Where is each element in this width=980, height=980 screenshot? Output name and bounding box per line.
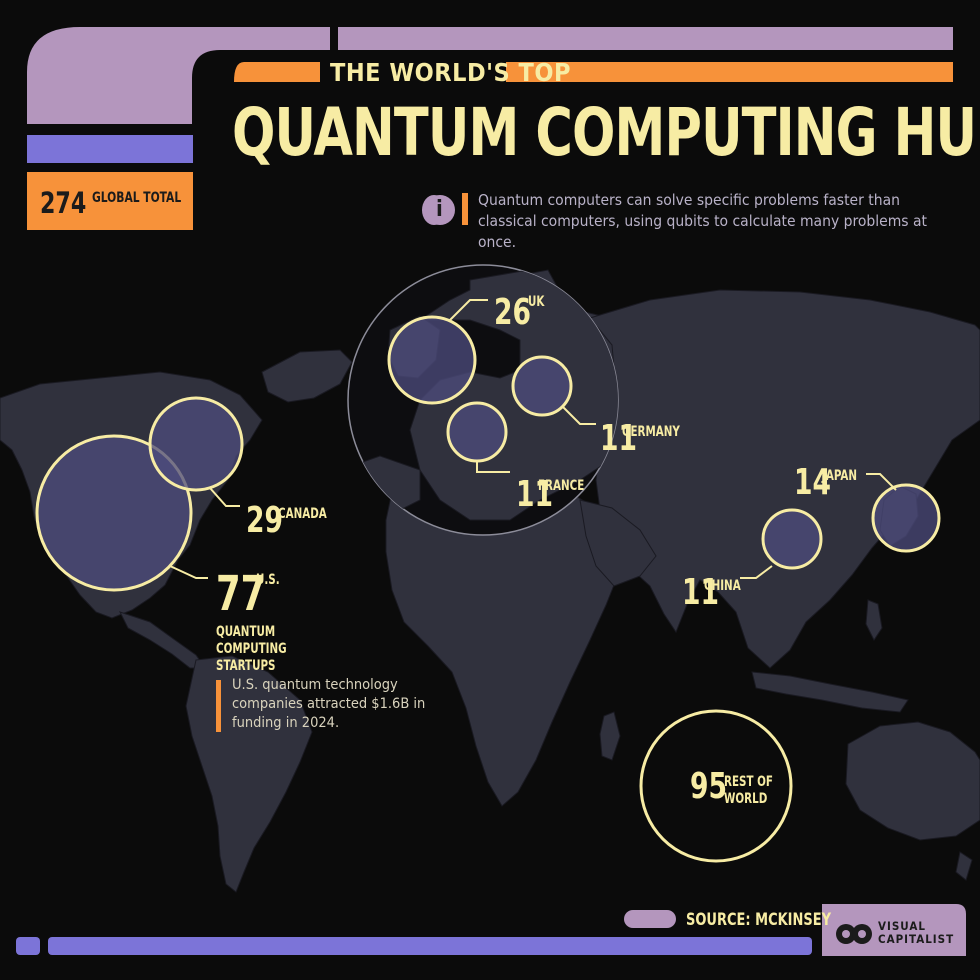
hub-china-value: 11 (682, 572, 719, 613)
hub-uk-label: UK (528, 294, 545, 310)
info-icon-bg (422, 195, 446, 225)
hub-france-value: 11 (516, 474, 553, 515)
hub-france-label: FRANCE (538, 478, 585, 494)
leader-germany (561, 405, 596, 425)
bubble-us (35, 434, 193, 592)
europe-zoom-circle (347, 264, 619, 536)
hub-uk-value: 26 (494, 292, 531, 333)
hub-us-label: U.S. (256, 572, 280, 588)
bubble-germany (511, 355, 573, 417)
hub-us: 77 (216, 566, 276, 622)
indonesia-land (751, 671, 909, 713)
hub-rest-of-world-value: 95 (690, 766, 727, 807)
bubble-rest-of-world (639, 709, 793, 863)
leader-china (740, 565, 773, 579)
title-kicker: THE WORLD'S TOP (330, 58, 571, 87)
asia-land (589, 289, 980, 669)
kicker-bar-right (506, 62, 953, 82)
page-title: QUANTUM COMPUTING HUBS (232, 94, 980, 171)
brand-line-1: VISUAL (878, 919, 926, 933)
frame-blue-bar (27, 135, 193, 163)
hub-japan-value: 14 (794, 462, 831, 503)
us-funding-note: U.S. quantum technology companies attrac… (232, 677, 426, 731)
info-description: Quantum computers can solve specific pro… (478, 191, 927, 251)
global-total-label: GLOBAL TOTAL (92, 190, 182, 206)
frame-decorations (16, 27, 966, 956)
hub-us-value: 77 (216, 566, 266, 622)
frame-lilac-top-left (27, 27, 330, 124)
hub-germany-label: GERMANY (622, 424, 680, 440)
leader-france (476, 461, 510, 473)
hub-us-sublabel: QUANTUM COMPUTING STARTUPS (216, 624, 287, 674)
global-total-value: 274 (40, 186, 87, 220)
bubble-japan (871, 483, 941, 553)
brand-wordmark: VISUAL CAPITALIST (878, 920, 954, 946)
kicker-bar-left (234, 62, 320, 82)
australia-land (845, 721, 980, 841)
us-note-bar (216, 680, 221, 732)
hub-china-label: CHINA (704, 578, 741, 594)
hub-rest-of-world-label: REST OF WORLD (724, 774, 773, 807)
hub-japan-label: JAPAN (822, 468, 857, 484)
bubble-china (761, 508, 823, 570)
visual-capitalist-logo-icon (836, 924, 872, 944)
bubble-canada (148, 396, 244, 492)
source-credit: SOURCE: MCKINSEY (686, 910, 832, 930)
footer-blue-bar (48, 937, 812, 955)
bubble-uk (387, 315, 477, 405)
global-total-badge (27, 172, 193, 230)
info-orange-bar (462, 193, 468, 225)
greenland-land (261, 349, 353, 403)
philippines-land (865, 599, 883, 641)
madagascar-land (599, 711, 621, 761)
leader-uk (449, 299, 488, 321)
footer-source-pill (624, 910, 676, 928)
hub-canada-label: CANADA (278, 506, 327, 522)
new-zealand-land (955, 851, 973, 881)
leader-canada (209, 487, 240, 507)
arabia-land (579, 499, 657, 587)
hub-germany-value: 11 (600, 418, 637, 459)
leader-japan (866, 473, 897, 491)
footer-blue-bar-small (16, 937, 40, 955)
central-america-land (119, 611, 206, 669)
frame-lilac-top-bar (338, 27, 953, 50)
bubble-france (446, 401, 508, 463)
leader-us (169, 565, 208, 579)
info-icon: i (436, 197, 443, 222)
hub-canada-value: 29 (246, 500, 283, 541)
brand-line-2: CAPITALIST (878, 932, 955, 946)
